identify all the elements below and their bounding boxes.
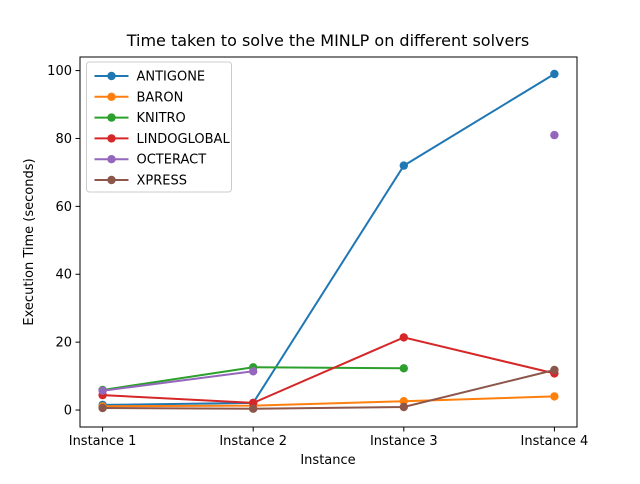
series-lindoglobal [98, 333, 559, 408]
x-axis-label: Instance [300, 453, 355, 468]
legend: ANTIGONE BARON KNITRO LINDOGLOBAL OCTERACT XP… [86, 61, 232, 193]
y-axis-label: Execution Time (seconds) [22, 158, 37, 325]
data-point-marker [550, 69, 559, 79]
data-point-marker [399, 397, 408, 406]
plot-area-border [79, 56, 578, 428]
y-tick-label: 0 [64, 404, 72, 419]
legend-marker [107, 134, 116, 143]
data-point-marker [399, 161, 408, 170]
legend-label: BARON [137, 90, 184, 105]
legend-item: KNITRO [94, 111, 186, 126]
series-line [102, 395, 555, 408]
data-point-marker [249, 404, 258, 413]
series-xpress [98, 365, 559, 413]
x-tick-label: Instance 4 [521, 434, 589, 449]
legend-marker [107, 71, 116, 81]
series-line [102, 73, 555, 406]
legend-label: OCTERACT [137, 153, 207, 168]
data-point-marker [98, 403, 107, 413]
legend-item: BARON [94, 90, 184, 105]
data-point-marker [399, 402, 408, 412]
data-point-marker [399, 333, 408, 342]
y-tick-label: 100 [47, 64, 72, 79]
legend-label: XPRESS [137, 174, 188, 189]
legend-marker [107, 113, 116, 122]
legend-label: ANTIGONE [137, 70, 206, 85]
data-point-marker [550, 130, 559, 140]
series-octeract [98, 130, 559, 395]
legend-label: KNITRO [137, 111, 186, 126]
y-tick-label: 20 [55, 336, 72, 351]
data-point-marker [550, 392, 559, 401]
data-point-marker [550, 365, 559, 375]
legend-item: LINDOGLOBAL [94, 132, 231, 147]
data-point-marker [98, 386, 107, 395]
x-tick-label: Instance 2 [219, 434, 287, 449]
legend-item: ANTIGONE [94, 70, 206, 85]
x-tick-label: Instance 1 [69, 434, 137, 449]
axis-ticks: 0 20 40 60 80 100 Instance 1 Instance 2 Instance… [47, 64, 588, 449]
series-lines [98, 69, 559, 413]
series-line [102, 336, 555, 404]
y-tick-label: 60 [55, 200, 72, 215]
legend-marker [107, 92, 116, 102]
data-point-marker [249, 367, 258, 376]
legend-marker [107, 175, 116, 185]
series-line [102, 369, 555, 410]
data-point-marker [399, 364, 408, 373]
y-tick-label: 80 [55, 132, 72, 147]
legend-item: OCTERACT [94, 153, 207, 168]
y-tick-label: 40 [55, 268, 72, 283]
legend-marker [107, 155, 116, 164]
data-point-marker [249, 398, 258, 408]
legend-item: XPRESS [94, 174, 188, 189]
legend-label: LINDOGLOBAL [137, 132, 231, 147]
x-tick-label: Instance 3 [370, 434, 438, 449]
chart-title: Time taken to solve the MINLP on differe… [126, 31, 530, 50]
